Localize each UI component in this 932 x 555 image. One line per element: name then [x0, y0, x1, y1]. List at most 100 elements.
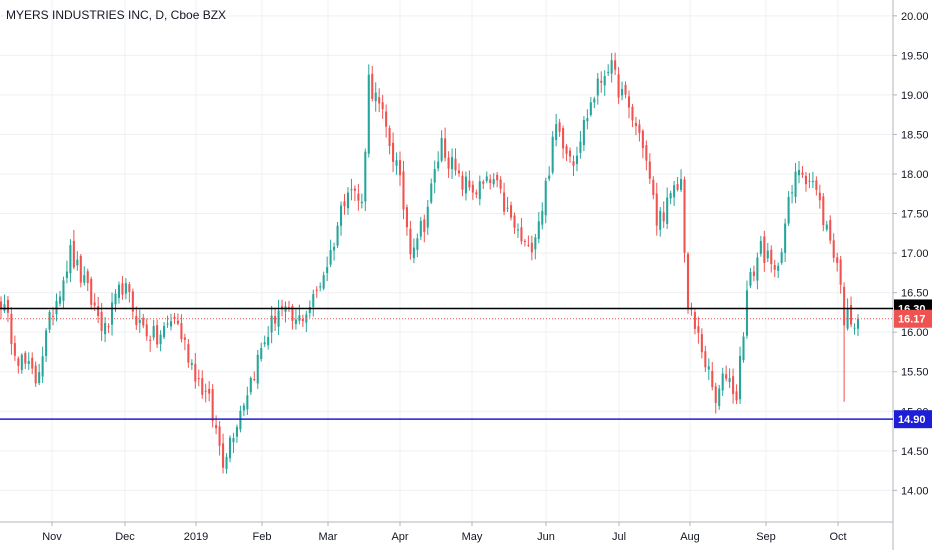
candle — [773, 259, 776, 278]
candle-body — [759, 240, 762, 254]
candle — [34, 361, 37, 387]
candle-body — [83, 275, 86, 283]
candle-body — [707, 366, 710, 370]
candle-body — [145, 324, 148, 337]
candle — [27, 352, 30, 370]
candle-body — [565, 146, 568, 154]
candle — [83, 266, 86, 286]
candle — [575, 146, 578, 172]
x-tick-label: Dec — [115, 531, 135, 543]
candle — [343, 193, 346, 215]
candle — [617, 67, 620, 104]
candle-body — [156, 325, 159, 345]
candle-body — [10, 313, 13, 345]
candle-body — [433, 169, 436, 183]
candle-body — [638, 124, 641, 133]
candle-body — [475, 192, 478, 195]
candle-body — [770, 249, 773, 265]
candle — [45, 328, 48, 363]
candle — [346, 187, 350, 215]
candle-body — [839, 259, 842, 285]
candle — [454, 148, 457, 176]
candle-body — [530, 242, 533, 253]
candle-body — [242, 405, 245, 411]
candle — [322, 271, 325, 291]
candle-body — [246, 395, 249, 410]
candle — [770, 245, 773, 273]
candle — [180, 314, 183, 343]
candle-body — [402, 171, 405, 210]
candle — [593, 96, 596, 109]
candle-body — [666, 197, 669, 224]
candle — [527, 235, 530, 248]
candle-body — [482, 181, 485, 184]
candle-body — [374, 92, 377, 102]
candle-body — [822, 196, 825, 226]
candle — [721, 367, 724, 396]
candle — [680, 169, 683, 192]
candle — [117, 281, 121, 304]
candle — [621, 81, 624, 101]
candle — [565, 144, 568, 161]
candle — [631, 103, 634, 128]
candle — [676, 176, 679, 192]
candle — [475, 189, 478, 199]
candle-body — [655, 193, 658, 226]
candle-body — [58, 296, 62, 304]
candle-body — [423, 219, 426, 232]
x-tick-label: May — [462, 531, 483, 543]
candle-body — [371, 73, 374, 99]
candle — [249, 376, 252, 395]
candle-body — [548, 175, 551, 179]
candle-body — [509, 205, 513, 218]
candle-body — [117, 284, 121, 298]
candle — [534, 233, 537, 260]
candle-body — [586, 118, 589, 122]
candle — [780, 248, 783, 265]
candle — [614, 52, 617, 76]
candle — [142, 313, 145, 329]
candle-body — [208, 388, 211, 394]
candle — [242, 402, 245, 417]
candle-body — [492, 179, 495, 185]
candle — [690, 302, 693, 316]
candle-body — [298, 315, 301, 321]
candle-body — [804, 175, 807, 185]
candle-body — [600, 80, 603, 83]
candle-body — [222, 443, 225, 468]
candle-body — [291, 306, 294, 321]
candle-body — [520, 227, 523, 242]
candle — [745, 280, 749, 339]
candle-body — [579, 141, 582, 153]
candle — [624, 81, 627, 99]
candle-body — [621, 88, 624, 96]
candle — [287, 300, 291, 312]
candle-body — [447, 157, 450, 169]
candle-body — [319, 286, 322, 288]
candle — [24, 351, 27, 370]
candle-body — [20, 354, 23, 370]
x-tick-label: Nov — [42, 531, 62, 543]
candle-body — [93, 302, 96, 306]
candle-body — [263, 342, 266, 345]
candle-body — [836, 257, 839, 263]
candle-body — [336, 225, 339, 246]
candle-body — [225, 456, 228, 470]
candle-body — [149, 339, 152, 341]
candle — [520, 218, 523, 245]
candle-body — [725, 374, 728, 379]
candle — [822, 193, 825, 232]
candle-body — [673, 185, 676, 198]
candle-body — [97, 306, 100, 317]
candle-body — [312, 294, 315, 307]
candle — [707, 358, 710, 381]
candle-body — [811, 181, 814, 183]
candle-body — [409, 228, 412, 255]
candle — [426, 200, 429, 235]
candle-body — [444, 138, 447, 158]
y-tick-label: 17.00 — [901, 248, 929, 260]
candle-body — [593, 98, 596, 103]
candle — [385, 104, 388, 138]
candle-body — [294, 319, 297, 324]
